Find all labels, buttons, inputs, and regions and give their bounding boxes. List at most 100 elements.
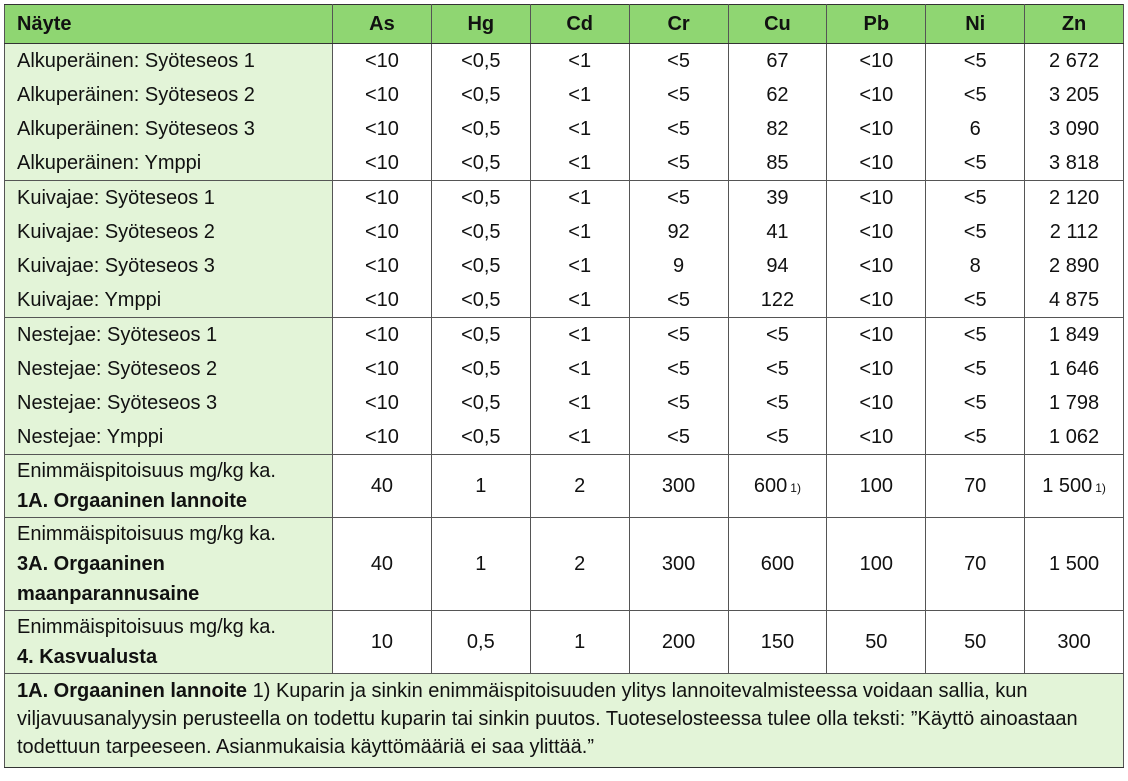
value-cell: <5 — [628, 386, 729, 420]
footnote-row: 1A. Orgaaninen lannoite 1) Kuparin ja si… — [4, 673, 1124, 768]
value-cell: 39 — [727, 180, 828, 215]
value-cell: 1 062 — [1024, 420, 1124, 455]
limit-value-cell: 100 — [826, 517, 927, 611]
limit-value: 600 — [753, 474, 788, 497]
value-cell: <10 — [826, 352, 927, 386]
value-cell: 8 — [925, 249, 1026, 283]
sample-label: Kuivajae: Ymppi — [4, 283, 333, 318]
limit-value-cell: 100 — [826, 454, 927, 518]
value-cell: <0,5 — [430, 386, 531, 420]
value-cell: <0,5 — [430, 43, 531, 78]
value-cell: 3 818 — [1024, 146, 1124, 181]
value-cell: 122 — [727, 283, 828, 318]
value-cell: <5 — [628, 352, 729, 386]
value-cell: <10 — [826, 180, 927, 215]
limit-value: 40 — [370, 474, 394, 497]
limit-value: 600 — [760, 552, 795, 575]
value-cell: <0,5 — [430, 78, 531, 112]
sample-label: Kuivajae: Syöteseos 3 — [4, 249, 333, 283]
value-cell: <10 — [332, 352, 432, 386]
value-cell: <10 — [826, 386, 927, 420]
limit-value-cell: 50 — [826, 610, 927, 674]
value-cell: <0,5 — [430, 112, 531, 146]
limit-value: 70 — [964, 474, 987, 497]
sample-label: Nestejae: Syöteseos 1 — [4, 317, 333, 352]
limit-prefix: Enimmäispitoisuus mg/kg ka. — [17, 523, 276, 545]
value-cell: <1 — [529, 352, 630, 386]
table-row: Nestejae: Syöteseos 2 <10 <0,5 <1 <5 <5 <10 <5 1… — [4, 352, 1124, 386]
value-cell: <5 — [925, 43, 1026, 78]
limit-value-cell: 600 — [727, 517, 828, 611]
heavy-metals-table: Näyte As Hg Cd Cr Cu Pb Ni Zn Alkuperäin… — [4, 4, 1124, 768]
value-cell: 1 849 — [1024, 317, 1124, 352]
limit-prefix: Enimmäispitoisuus mg/kg ka. — [17, 460, 276, 482]
limit-value-cell: 2 — [529, 517, 630, 611]
value-cell: <10 — [826, 43, 927, 78]
limit-label: Enimmäispitoisuus mg/kg ka. 4. Kasvualust… — [4, 610, 333, 674]
value-cell: <10 — [826, 420, 927, 455]
value-cell: <10 — [332, 249, 432, 283]
value-cell: <1 — [529, 249, 630, 283]
limit-value: 1 — [475, 552, 487, 575]
value-cell: <1 — [529, 43, 630, 78]
value-cell: <1 — [529, 283, 630, 318]
limit-name: 1A. Orgaaninen lannoite — [17, 490, 248, 512]
limit-label: Enimmäispitoisuus mg/kg ka. 1A. Orgaanine… — [4, 454, 333, 518]
value-cell: <5 — [925, 386, 1026, 420]
value-cell: <10 — [332, 317, 432, 352]
value-cell: <1 — [529, 112, 630, 146]
limit-value-cell: 300 — [1024, 610, 1124, 674]
sample-label: Alkuperäinen: Syöteseos 2 — [4, 78, 333, 112]
value-cell: <5 — [925, 215, 1026, 249]
limit-value: 50 — [964, 630, 987, 653]
value-cell: <5 — [925, 317, 1026, 352]
value-cell: <0,5 — [430, 420, 531, 455]
value-cell: 3 205 — [1024, 78, 1124, 112]
value-cell: 3 090 — [1024, 112, 1124, 146]
limit-row: Enimmäispitoisuus mg/kg ka. 4. Kasvualust… — [4, 610, 1124, 674]
sample-label: Kuivajae: Syöteseos 1 — [4, 180, 333, 215]
header-as: As — [332, 4, 432, 44]
limit-value-cell: 300 — [628, 454, 729, 518]
value-cell: 2 672 — [1024, 43, 1124, 78]
value-cell: 2 890 — [1024, 249, 1124, 283]
limit-value-cell: 2 — [529, 454, 630, 518]
header-row: Näyte As Hg Cd Cr Cu Pb Ni Zn — [4, 4, 1124, 44]
limit-label: Enimmäispitoisuus mg/kg ka. 3A. Orgaanine… — [4, 517, 333, 611]
limit-value-cell: 70 — [925, 454, 1026, 518]
value-cell: <0,5 — [430, 180, 531, 215]
value-cell: 82 — [727, 112, 828, 146]
value-cell: <10 — [826, 249, 927, 283]
sample-label: Kuivajae: Syöteseos 2 — [4, 215, 333, 249]
limit-value: 200 — [661, 630, 696, 653]
value-cell: <1 — [529, 215, 630, 249]
value-cell: <10 — [332, 386, 432, 420]
sample-label: Alkuperäinen: Syöteseos 3 — [4, 112, 333, 146]
limit-value-cell: 200 — [628, 610, 729, 674]
limit-value: 2 — [574, 552, 586, 575]
value-cell: <10 — [332, 215, 432, 249]
value-cell: <1 — [529, 317, 630, 352]
value-cell: <10 — [332, 78, 432, 112]
value-cell: <10 — [332, 146, 432, 181]
limit-value: 40 — [370, 552, 394, 575]
value-cell: 94 — [727, 249, 828, 283]
limit-name: 3A. Orgaaninen maanparannusaine — [17, 553, 200, 605]
value-cell: <1 — [529, 78, 630, 112]
table-row: Nestejae: Syöteseos 3 <10 <0,5 <1 <5 <5 <10 <5 1… — [4, 386, 1124, 420]
value-cell: <5 — [628, 112, 729, 146]
header-pb: Pb — [826, 4, 927, 44]
limit-value-cell: 300 — [628, 517, 729, 611]
value-cell: <1 — [529, 386, 630, 420]
value-cell: <1 — [529, 180, 630, 215]
limit-value: 150 — [760, 630, 795, 653]
value-cell: <5 — [628, 283, 729, 318]
header-hg: Hg — [430, 4, 531, 44]
limit-value-cell: 600 1) — [727, 454, 828, 518]
value-cell: <0,5 — [430, 317, 531, 352]
limit-value: 100 — [859, 474, 893, 497]
limit-value: 1 500 — [1049, 552, 1100, 575]
limit-value: 2 — [574, 474, 586, 497]
footnote: 1A. Orgaaninen lannoite 1) Kuparin ja si… — [4, 673, 1124, 768]
value-cell: <10 — [826, 146, 927, 181]
